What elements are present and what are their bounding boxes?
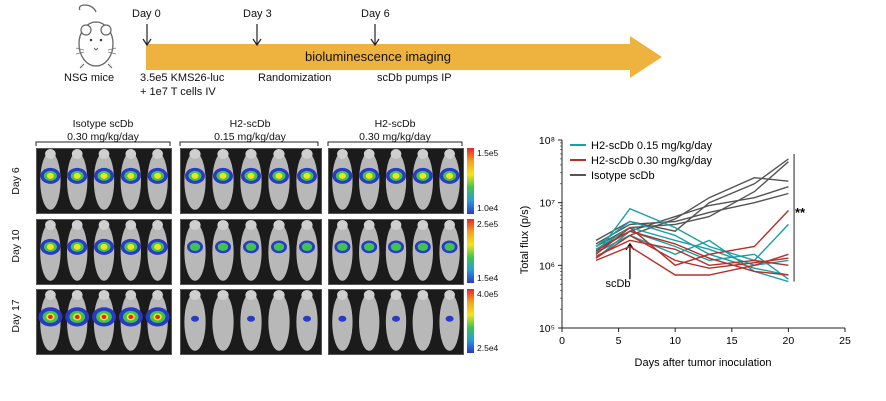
color-scale-day6 [467,148,474,214]
x-axis-label: Days after tumor inoculation [635,357,772,369]
group-header-h2-015: H2-scDb 0.15 mg/kg/day [214,118,286,143]
series-line-14 [595,234,789,269]
day-3-label: Day 3 [243,8,272,20]
mouse-silhouette [332,293,353,351]
scale-min-day6: 1.0e4 [477,203,499,213]
mouse-label: NSG mice [64,72,115,84]
bli-image-0-0 [36,148,172,214]
bli-image-1-0 [180,148,322,214]
event-pumps: scDb pumps IP [377,72,452,84]
flux-chart: 0 5 10 15 20 25 10⁵ 10⁶ 10⁷ 10⁸ H2-scDb 0.15 mg/k… [519,135,851,369]
day-6-label: Day 6 [361,8,390,20]
mouse-silhouette [439,293,460,351]
timeline-arrow [146,36,662,78]
x-tick-label: 0 [559,335,565,347]
event-injection-1: 3.5e5 KMS26-luc [140,72,225,84]
y-tick-label: 10⁶ [539,260,555,272]
x-tick-label: 5 [616,335,622,347]
y-tick-label: 10⁸ [539,135,555,147]
y-tick-label: 10⁵ [539,323,555,335]
scale-max-day10: 2.5e5 [477,219,499,229]
significance-marker: ** [795,205,806,220]
day-0-label: Day 0 [132,8,161,20]
mouse-silhouette [240,293,262,351]
legend-label-0: H2-scDb 0.15 mg/kg/day [591,140,713,152]
x-tick-label: 10 [669,335,681,347]
series-line-3 [595,192,789,245]
group-header-isotype: Isotype scDb 0.30 mg/kg/day [67,118,139,143]
mouse-silhouette [412,293,433,351]
mouse-icon [75,4,117,69]
mouse-silhouette [359,293,380,351]
series-line-2 [595,186,789,250]
event-randomization: Randomization [258,72,332,84]
x-tick-label: 20 [783,335,795,347]
scale-min-day10: 1.5e4 [477,273,499,283]
timeline-arrows [142,24,662,78]
group-header-h2-030: H2-scDb 0.30 mg/kg/day [359,118,431,143]
series-line-9 [595,234,789,283]
group-brackets [35,141,463,146]
mouse-silhouette [212,293,234,351]
x-tick-label: 15 [726,335,738,347]
row-label-day17: Day 17 [10,299,22,333]
legend-label-1: H2-scDb 0.30 mg/kg/day [591,155,713,167]
color-scale-day17 [467,289,474,353]
mouse-silhouette [296,293,318,351]
scdb-annotation: scDb [605,278,630,290]
scale-max-day17: 4.0e5 [477,289,499,299]
series-line-12 [595,239,789,267]
event-injection-2: + 1e7 T cells IV [140,86,216,98]
row-label-day10: Day 10 [10,229,22,263]
mouse-silhouette [385,293,407,351]
imaging-label: bioluminescence imaging [305,49,451,64]
mouse-silhouette [268,293,290,351]
series-line-8 [595,230,789,280]
bli-image-0-2 [36,289,172,355]
scale-max-day6: 1.5e5 [477,148,499,158]
series-line-11 [595,245,789,276]
series-line-13 [595,230,789,276]
row-label-day6: Day 6 [10,167,22,195]
series-line-10 [595,210,789,267]
color-scale-day10 [467,219,474,283]
bli-image-1-1 [180,219,322,285]
bli-image-0-1 [36,219,172,285]
series-line-5 [595,207,789,262]
bli-image-2-1 [328,219,464,285]
legend-label-2: Isotype scDb [591,170,655,182]
x-tick-label: 25 [839,335,851,347]
bli-image-2-0 [328,148,464,214]
bli-image-2-2 [328,289,464,355]
scale-min-day17: 2.5e4 [477,343,499,353]
y-axis-label: Total flux (p/s) [519,206,531,274]
y-tick-label: 10⁷ [540,198,556,210]
mouse-silhouette [184,293,206,351]
bli-image-1-2 [180,289,322,355]
